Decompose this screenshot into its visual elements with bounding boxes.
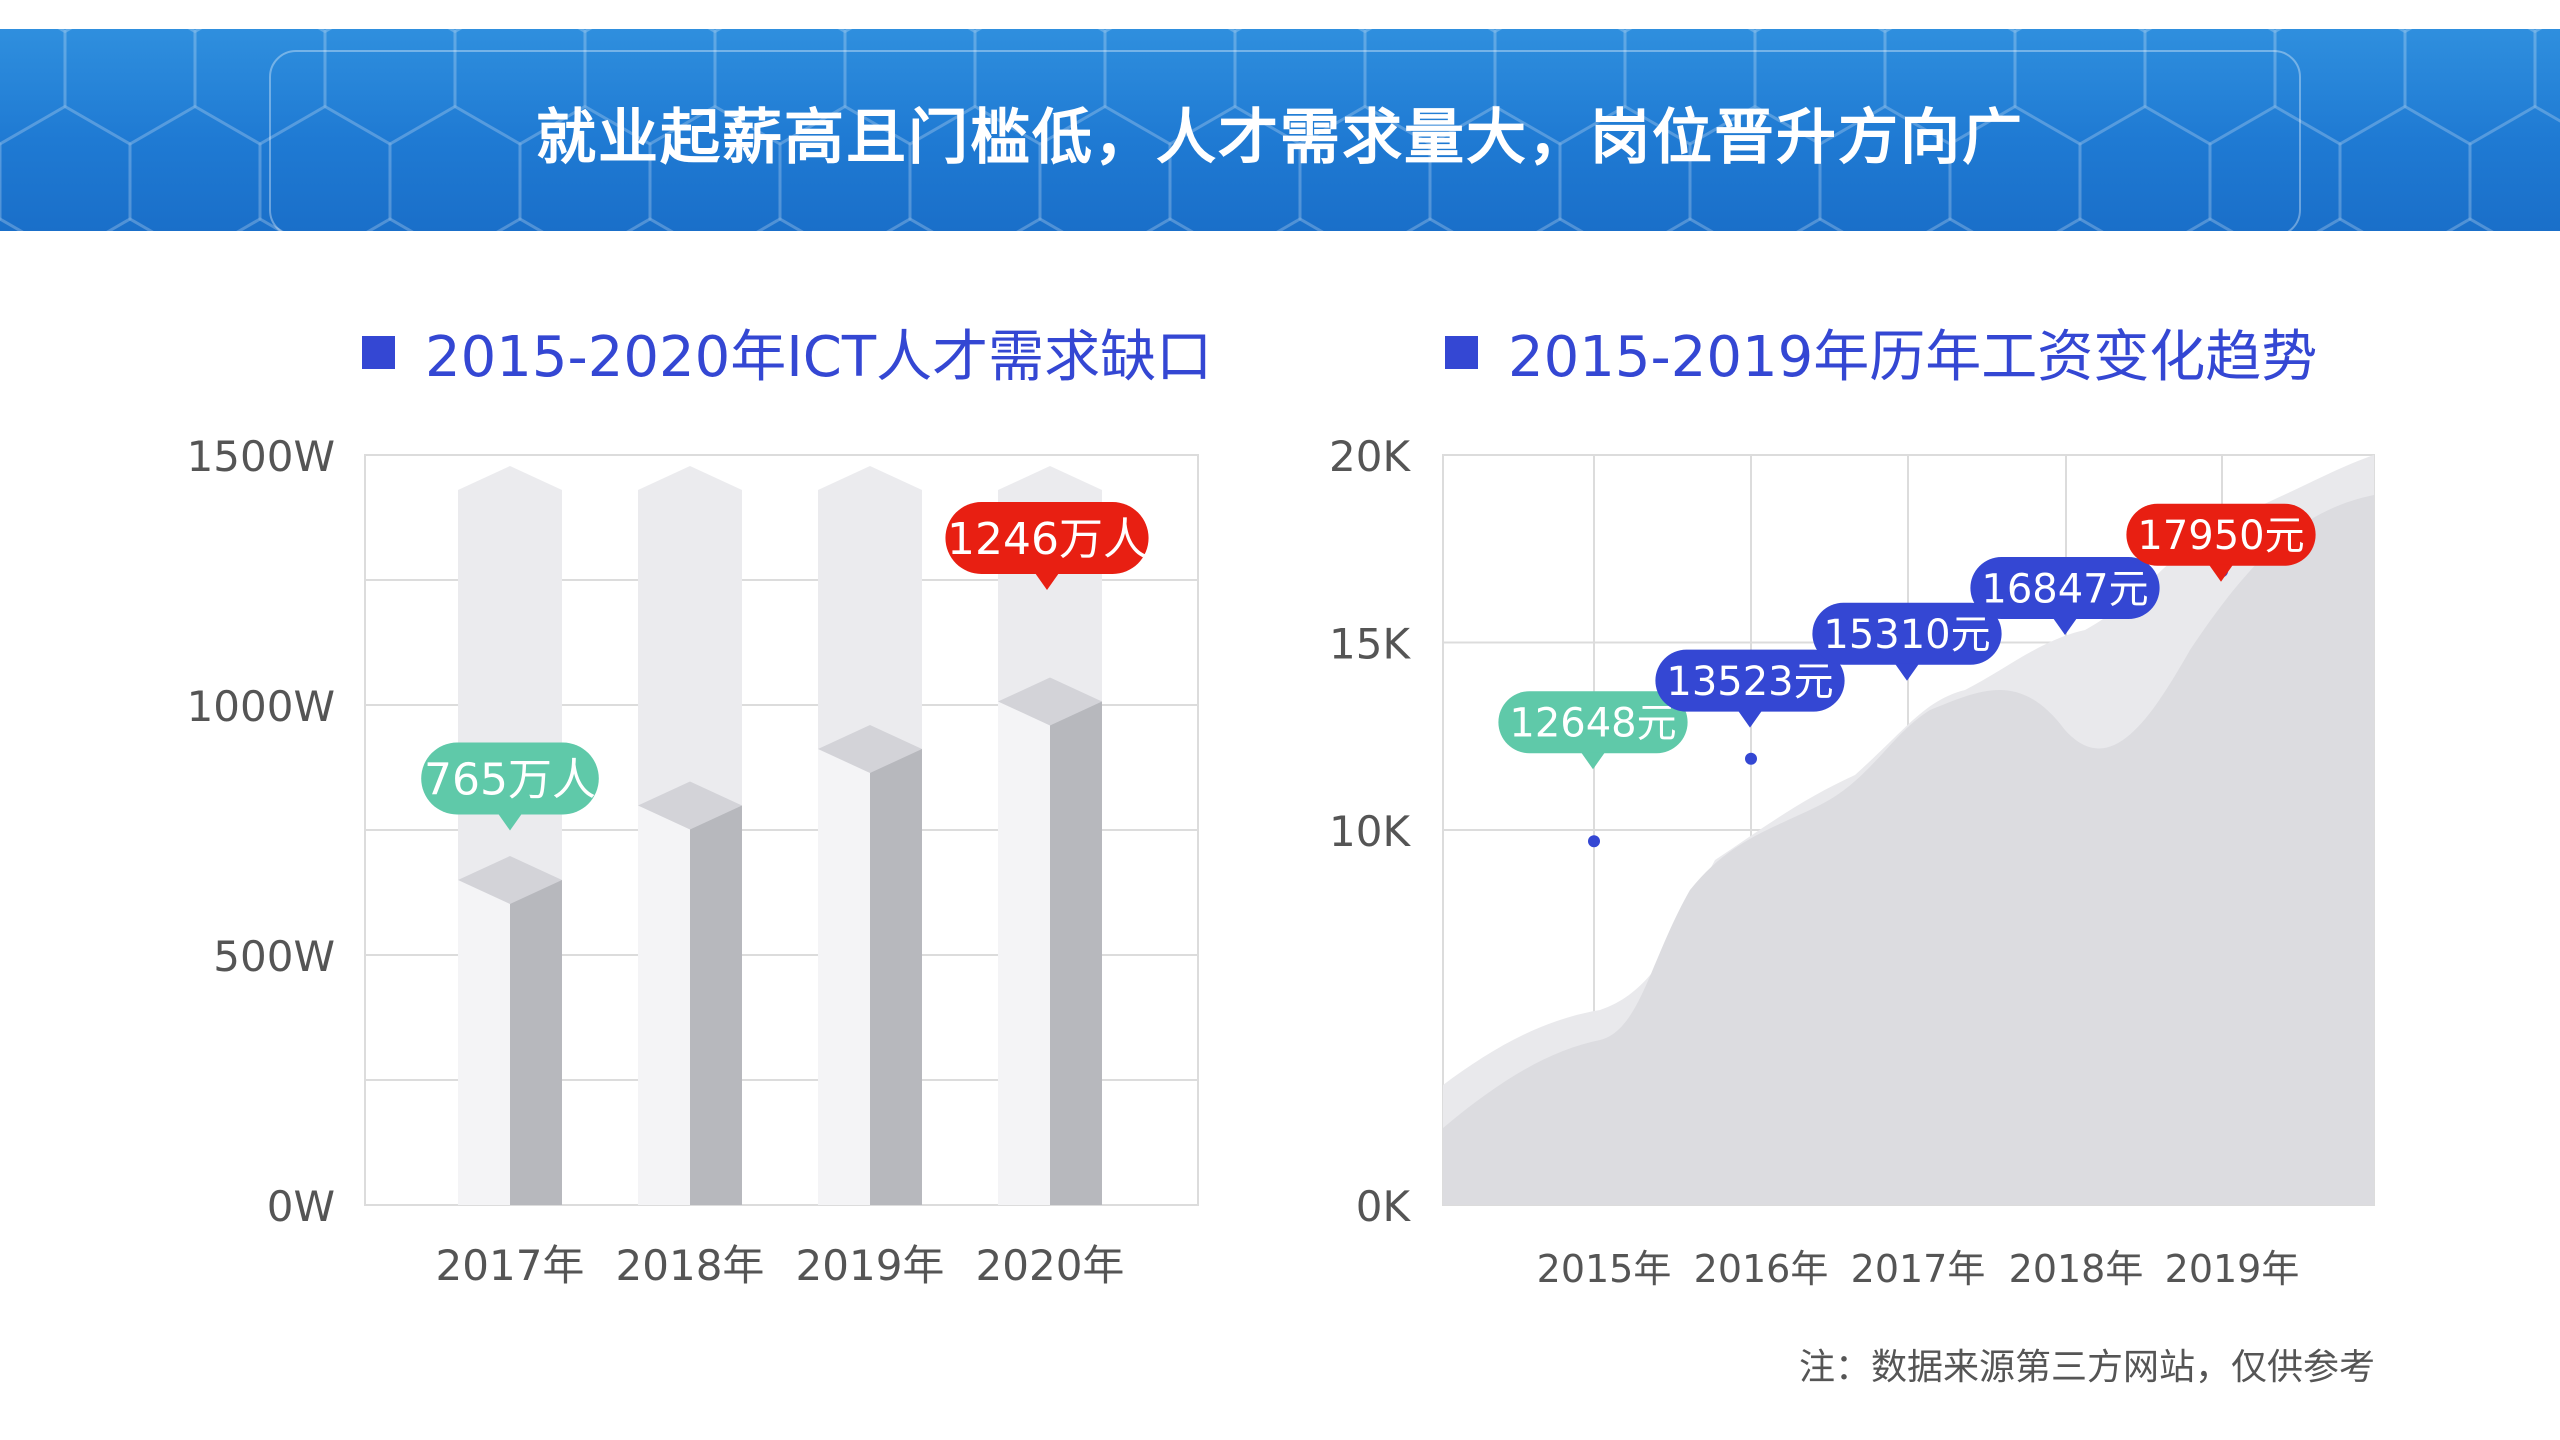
- data-callout: 17950元: [2126, 503, 2316, 582]
- bar-left-face: [998, 701, 1050, 1205]
- data-callout: 1246万人: [945, 502, 1149, 590]
- data-callout-bubble: [1970, 557, 2160, 619]
- hexagon-pattern: [0, 29, 2560, 231]
- data-callout-pointer: [1581, 752, 1605, 770]
- data-callout-pointer: [1895, 663, 1919, 681]
- bar-top: [818, 725, 922, 773]
- source-footnote: 注：数据来源第三方网站，仅供参考: [1798, 1347, 2375, 1388]
- data-callout-bubble: [1812, 602, 2002, 665]
- bar: [870, 749, 922, 1205]
- data-point: [1588, 835, 1600, 848]
- x-tick-label: 2019年: [796, 1241, 945, 1290]
- bar-top: [998, 677, 1102, 726]
- data-callout-text: 13523元: [1666, 659, 1833, 705]
- x-tick-label: 2018年: [2009, 1247, 2144, 1291]
- x-tick-label: 2017年: [1851, 1247, 1986, 1291]
- data-callout-text: 1246万人: [947, 514, 1147, 565]
- x-tick-label: 2016年: [1694, 1247, 1829, 1291]
- bar-chart-title: 2015-2020年ICT人才需求缺口: [362, 312, 1212, 393]
- data-callout: 15310元: [1812, 602, 2002, 681]
- data-callout: 16847元: [1970, 557, 2160, 635]
- y-tick-label: 1500W: [187, 432, 335, 481]
- bar-left-face: [638, 805, 690, 1205]
- bar-left-face: [818, 749, 870, 1205]
- area-chart-title: 2015-2019年历年工资变化趋势: [1445, 312, 2317, 393]
- bar: [690, 805, 742, 1205]
- data-callout-pointer: [1738, 710, 1762, 728]
- header-banner: 就业起薪高且门槛低，人才需求量大，岗位晋升方向广: [0, 29, 2560, 231]
- data-callout-bubble: [421, 742, 599, 815]
- title-marker-icon: [362, 336, 395, 369]
- data-callout-text: 16847元: [1981, 566, 2148, 612]
- x-tick-label: 2019年: [2165, 1247, 2300, 1291]
- data-callout: 765万人: [421, 742, 599, 831]
- page-title: 就业起薪高且门槛低，人才需求量大，岗位晋升方向广: [536, 103, 2024, 173]
- data-callout-bubble: [2126, 503, 2316, 566]
- data-callout-text: 12648元: [1509, 701, 1676, 747]
- data-callout-text: 17950元: [2137, 513, 2304, 559]
- y-tick-label: 500W: [213, 932, 335, 981]
- bar-top: [458, 856, 562, 904]
- data-callout: 13523元: [1655, 649, 1845, 728]
- data-callout-text: 765万人: [424, 754, 596, 805]
- data-callout-pointer: [1035, 573, 1059, 590]
- y-tick-label: 15K: [1329, 620, 1411, 669]
- data-callout-bubble: [945, 502, 1149, 574]
- data-point: [1745, 752, 1757, 765]
- x-tick-label: 2017年: [436, 1241, 585, 1290]
- data-callout-pointer: [2053, 618, 2077, 635]
- x-tick-label: 2018年: [616, 1241, 765, 1290]
- y-tick-label: 10K: [1329, 807, 1411, 856]
- x-tick-label: 2020年: [976, 1241, 1125, 1290]
- area-front: [1443, 495, 2374, 1205]
- y-tick-label: 20K: [1329, 432, 1411, 481]
- bar-top: [638, 781, 742, 830]
- y-tick-label: 0W: [267, 1182, 335, 1231]
- data-callout: 12648元: [1498, 691, 1688, 770]
- bar-chart-title-text: 2015-2020年ICT人才需求缺口: [425, 325, 1213, 390]
- area-chart-title-text: 2015-2019年历年工资变化趋势: [1508, 325, 2318, 390]
- data-callout-text: 15310元: [1823, 612, 1990, 658]
- x-tick-label: 2015年: [1537, 1247, 1672, 1291]
- data-callout-bubble: [1655, 649, 1845, 712]
- bar: [1050, 701, 1102, 1205]
- y-tick-label: 0K: [1356, 1182, 1412, 1231]
- bar-left-face: [458, 880, 510, 1205]
- data-callout-bubble: [1498, 691, 1688, 754]
- y-tick-label: 1000W: [187, 682, 335, 731]
- bar: [510, 880, 562, 1205]
- title-marker-icon: [1445, 336, 1478, 369]
- data-callout-pointer: [2209, 564, 2233, 582]
- data-callout-pointer: [498, 813, 522, 831]
